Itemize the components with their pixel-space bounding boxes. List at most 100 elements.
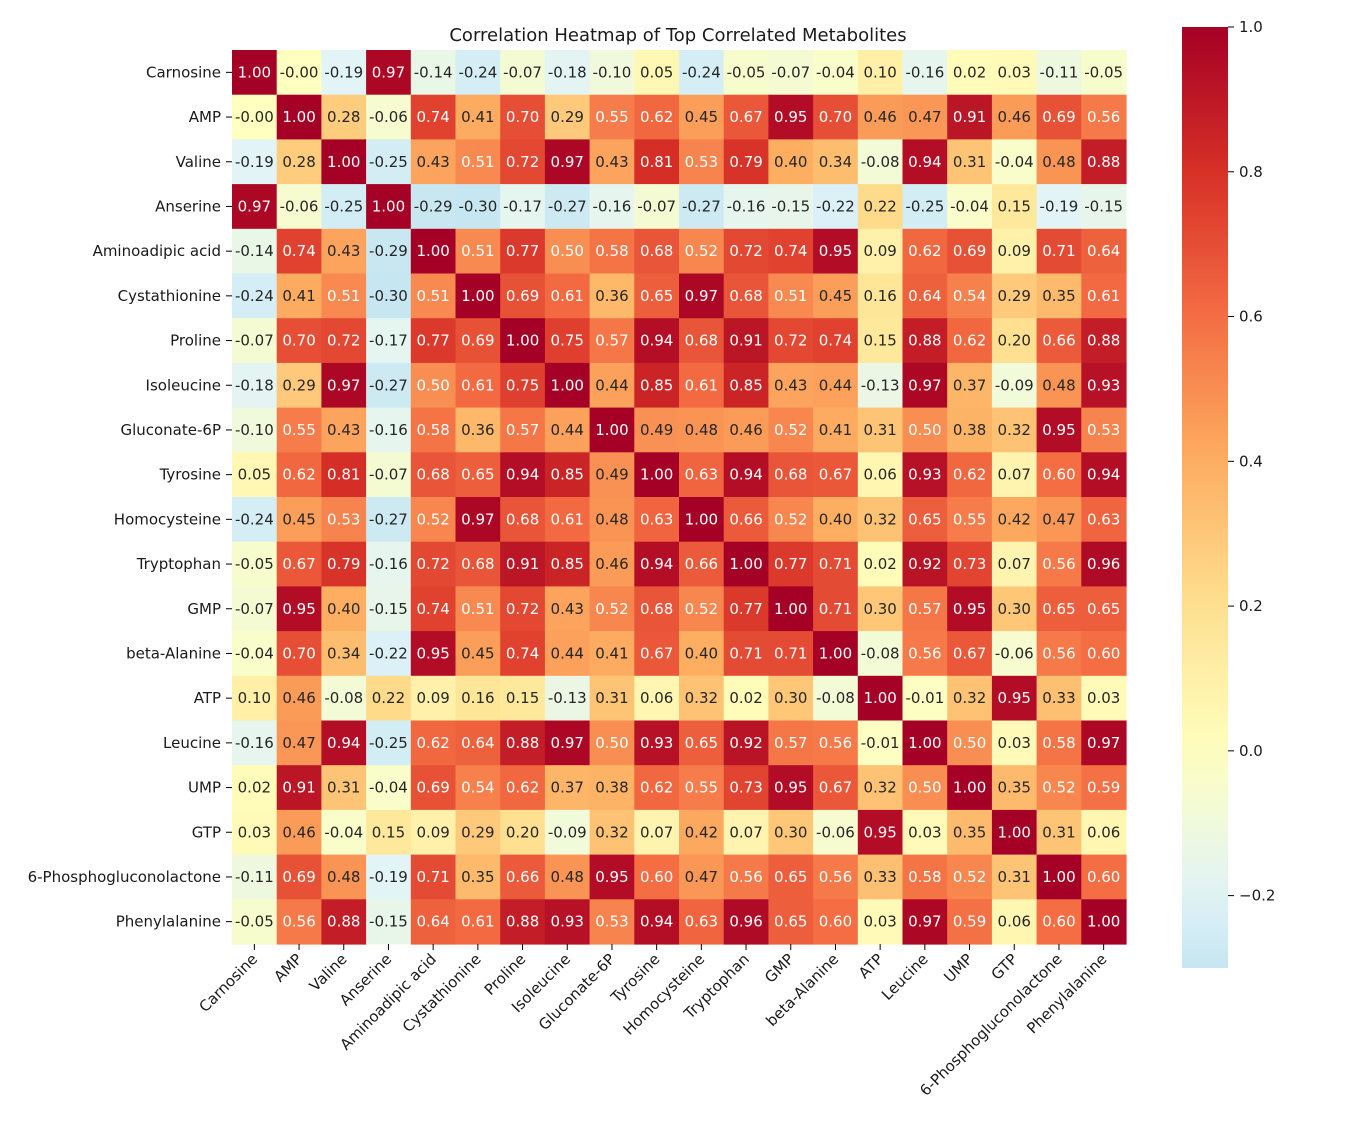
heatmap-cell: [813, 586, 859, 632]
heatmap-cell: [544, 139, 591, 185]
heatmap-cell: [947, 362, 993, 409]
heatmap-cell: [366, 228, 412, 275]
cell-value-label: 1.00: [819, 644, 852, 662]
heatmap-cell: [589, 228, 635, 275]
heatmap-cell: [768, 899, 814, 945]
cell-value-label: 0.52: [595, 600, 628, 618]
heatmap-cell: [1081, 228, 1127, 275]
cell-value-label: 0.47: [685, 868, 718, 886]
cell-value-label: -0.17: [503, 197, 542, 215]
cell-value-label: -0.08: [861, 153, 900, 171]
heatmap-cell: [991, 497, 1038, 543]
row-label: Carnosine: [146, 63, 221, 81]
cell-value-label: 0.81: [327, 466, 360, 484]
heatmap-cell: [857, 497, 904, 543]
heatmap-cell: [679, 318, 725, 364]
cell-value-label: 0.43: [595, 153, 628, 171]
heatmap-cell: [768, 497, 814, 543]
cell-value-label: 0.16: [863, 287, 896, 305]
heatmap-cell: [857, 809, 904, 856]
heatmap-cell: [589, 273, 635, 319]
cell-value-label: 0.51: [461, 242, 494, 260]
heatmap-cell: [1081, 720, 1127, 766]
heatmap-cell: [991, 94, 1038, 140]
heatmap-cell: [321, 497, 367, 543]
heatmap-cell: [947, 586, 993, 632]
cell-value-label: -0.15: [369, 913, 408, 931]
heatmap-cell: [723, 631, 769, 677]
heatmap-cell: [813, 273, 859, 319]
cell-value-label: 0.63: [640, 510, 673, 528]
row-label: Aminoadipic acid: [93, 242, 221, 260]
cell-value-label: 0.95: [819, 242, 852, 260]
heatmap-cell: [679, 541, 725, 587]
colorbar-tick-label: 0.6: [1239, 308, 1263, 326]
cell-value-label: -0.15: [1084, 197, 1123, 215]
cell-value-label: -0.11: [1040, 63, 1079, 81]
heatmap-cell: [991, 273, 1038, 319]
cell-value-label: 0.58: [416, 421, 449, 439]
cell-value-label: 0.70: [819, 108, 852, 126]
heatmap-cell: [410, 228, 457, 275]
heatmap-cell: [544, 452, 591, 498]
cell-value-label: 0.63: [685, 466, 718, 484]
heatmap-cell: [500, 184, 546, 230]
cell-value-label: 0.97: [461, 510, 494, 528]
cell-value-label: -0.22: [369, 644, 408, 662]
cell-value-label: 0.72: [506, 153, 539, 171]
heatmap-cell: [1036, 318, 1082, 364]
heatmap-cell: [1036, 854, 1082, 900]
heatmap-cell: [768, 50, 814, 96]
chart-title: Correlation Heatmap of Top Correlated Me…: [449, 25, 906, 46]
cell-value-label: 0.74: [506, 644, 539, 662]
cell-value-label: 0.03: [1087, 689, 1120, 707]
cell-value-label: -0.05: [727, 63, 766, 81]
heatmap-cell: [679, 631, 725, 677]
heatmap-cell: [321, 631, 367, 677]
colorbar-tick-label: 0.2: [1239, 597, 1263, 615]
heatmap-cell: [500, 94, 546, 140]
heatmap-cell: [947, 407, 993, 453]
heatmap-cell: [276, 228, 322, 275]
heatmap-cell: [991, 586, 1038, 632]
heatmap-cell: [232, 50, 278, 96]
cell-value-label: 0.22: [372, 689, 405, 707]
heatmap-cell: [276, 362, 322, 409]
cell-value-label: 0.52: [774, 510, 807, 528]
row-label: beta-Alanine: [126, 644, 221, 662]
cell-value-label: 0.85: [551, 555, 584, 573]
heatmap-cell: [1081, 184, 1127, 230]
cell-value-label: 0.93: [908, 466, 941, 484]
heatmap-cell: [544, 854, 591, 900]
cell-value-label: 0.22: [863, 197, 896, 215]
cell-value-label: 0.31: [595, 689, 628, 707]
heatmap-cells: 1.00 -0.00 -0.19 0.97 -0.14 -0.24 -0.07 -0.18 -0…: [232, 50, 1127, 945]
cell-value-label: 0.43: [416, 153, 449, 171]
heatmap-cell: [321, 184, 367, 230]
heatmap-cell: [991, 809, 1038, 856]
cell-value-label: 0.68: [461, 555, 494, 573]
cell-value-label: 0.32: [953, 689, 986, 707]
heatmap-cell: [947, 273, 993, 319]
cell-value-label: 0.85: [640, 376, 673, 394]
cell-value-label: 0.53: [595, 913, 628, 931]
cell-value-label: 0.46: [729, 421, 762, 439]
cell-value-label: -0.30: [369, 287, 408, 305]
heatmap-cell: [321, 720, 367, 766]
heatmap-cell: [768, 765, 814, 811]
heatmap-cell: [723, 184, 769, 230]
heatmap-cell: [410, 899, 457, 945]
cell-value-label: -0.17: [369, 332, 408, 350]
cell-value-label: -0.09: [548, 823, 587, 841]
cell-value-label: 0.41: [819, 421, 852, 439]
cell-value-label: 0.51: [327, 287, 360, 305]
heatmap-cell: [410, 407, 457, 453]
heatmap-cell: [768, 452, 814, 498]
cell-value-label: 0.71: [819, 600, 852, 618]
cell-value-label: 0.56: [908, 644, 941, 662]
cell-value-label: 0.65: [774, 868, 807, 886]
cell-value-label: 0.51: [416, 287, 449, 305]
heatmap-cell: [410, 765, 457, 811]
heatmap-cell: [813, 318, 859, 364]
heatmap-cell: [991, 675, 1038, 722]
